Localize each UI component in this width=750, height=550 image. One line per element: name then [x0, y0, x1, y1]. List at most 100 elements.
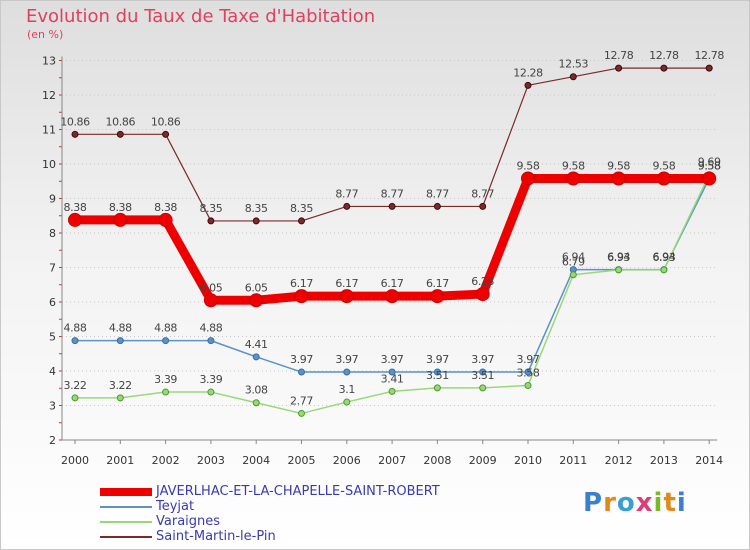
data-point-s1-2003 — [207, 337, 215, 345]
legend-label-javerlhac: JAVERLHAC-ET-LA-CHAPELLE-SAINT-ROBERT — [156, 484, 440, 499]
data-label-s3-2014: 12.78 — [694, 49, 724, 62]
data-point-s0-2010 — [521, 171, 535, 186]
data-label-s1-2006: 3.97 — [335, 353, 358, 366]
data-label-s0-2002: 8.38 — [154, 201, 177, 214]
data-point-s3-2008 — [433, 202, 441, 210]
data-label-s1-2000: 4.88 — [64, 322, 87, 335]
data-label-s2-2014: 9.69 — [698, 156, 721, 169]
legend-item-teyjat: Teyjat — [100, 499, 440, 514]
logo-letter: x — [635, 488, 654, 518]
data-point-s2-2010 — [524, 381, 532, 389]
data-label-s1-2009: 3.97 — [471, 353, 494, 366]
legend-item-javerlhac: JAVERLHAC-ET-LA-CHAPELLE-SAINT-ROBERT — [100, 484, 440, 499]
data-point-s0-2011 — [566, 171, 581, 186]
x-tick-label-2007: 2007 — [378, 454, 406, 467]
data-label-s1-2008: 3.97 — [426, 353, 449, 366]
data-label-s0-2005: 6.17 — [290, 277, 313, 290]
data-point-s0-2007 — [385, 289, 400, 304]
data-label-s2-2004: 3.08 — [245, 384, 268, 397]
data-label-s3-2010: 12.28 — [513, 66, 543, 79]
data-point-s0-2003 — [203, 293, 218, 308]
data-point-s1-2006 — [343, 368, 351, 376]
data-label-s0-2007: 6.17 — [381, 277, 404, 290]
legend-label-teyjat: Teyjat — [156, 499, 195, 514]
data-point-s2-2012 — [615, 266, 623, 274]
y-tick-label-11: 11 — [42, 124, 56, 137]
data-point-s0-2014 — [702, 171, 717, 186]
data-label-s3-2004: 8.35 — [245, 202, 268, 215]
x-tick-label-2008: 2008 — [423, 454, 451, 467]
data-point-s1-2005 — [298, 368, 305, 376]
data-label-s3-2002: 10.86 — [151, 115, 181, 128]
y-tick-label-10: 10 — [42, 158, 56, 171]
data-point-s3-2004 — [252, 217, 260, 225]
data-point-s3-2007 — [388, 202, 396, 210]
x-tick-label-2011: 2011 — [559, 454, 587, 467]
x-tick-label-2006: 2006 — [333, 454, 361, 467]
x-tick-label-2003: 2003 — [197, 454, 225, 467]
data-point-s3-2014 — [705, 64, 713, 72]
data-label-s3-2009: 8.77 — [471, 187, 494, 200]
data-point-s0-2004 — [249, 293, 264, 308]
data-label-s2-2006: 3.1 — [339, 383, 355, 396]
data-label-s0-2010: 9.58 — [517, 159, 540, 172]
data-point-s0-2006 — [339, 289, 354, 304]
legend-swatch-saint-martin — [100, 535, 152, 538]
data-point-s1-2009 — [479, 368, 487, 376]
data-point-s2-2011 — [569, 271, 577, 279]
data-label-s0-2008: 6.17 — [426, 277, 449, 290]
data-label-s0-2013: 9.58 — [652, 159, 675, 172]
data-label-s2-2003: 3.39 — [199, 373, 222, 386]
data-point-s3-2001 — [116, 130, 124, 138]
data-label-s1-2013: 6.94 — [652, 251, 675, 264]
legend-swatch-javerlhac — [100, 487, 152, 496]
data-label-s0-2006: 6.17 — [335, 277, 358, 290]
y-tick-label-4: 4 — [49, 365, 56, 378]
logo-letter: r — [603, 488, 617, 518]
data-label-s1-2007: 3.97 — [381, 353, 404, 366]
data-point-s2-2009 — [479, 384, 487, 392]
data-label-s3-2007: 8.77 — [381, 187, 404, 200]
x-tick-label-2000: 2000 — [61, 454, 89, 467]
data-point-s0-2009 — [475, 287, 490, 302]
data-label-s0-2003: 6.05 — [199, 281, 222, 294]
data-label-s0-2011: 9.58 — [562, 159, 585, 172]
data-label-s3-2006: 8.77 — [335, 187, 358, 200]
data-point-s1-2007 — [388, 368, 396, 376]
data-label-s0-2009: 6.23 — [471, 275, 494, 288]
data-point-s0-2000 — [68, 212, 82, 227]
data-label-s3-2013: 12.78 — [649, 49, 679, 62]
x-tick-label-2013: 2013 — [650, 454, 678, 467]
y-tick-label-5: 5 — [49, 331, 56, 344]
y-axis-unit: (en %) — [27, 28, 64, 41]
data-point-s2-2013 — [660, 266, 668, 274]
data-label-s1-2001: 4.88 — [109, 322, 132, 335]
data-label-s0-2012: 9.58 — [607, 159, 630, 172]
data-point-s3-2000 — [71, 130, 79, 138]
data-label-s3-2003: 8.35 — [199, 202, 222, 215]
y-tick-label-12: 12 — [42, 89, 56, 102]
data-label-s2-2011: 6.79 — [562, 256, 585, 269]
logo-letter: t — [663, 488, 677, 518]
data-label-s2-2000: 3.22 — [64, 379, 87, 392]
data-point-s1-2001 — [116, 337, 124, 345]
x-tick-label-2004: 2004 — [242, 454, 270, 467]
data-point-s3-2003 — [207, 217, 215, 225]
data-label-s2-2008: 3.51 — [426, 369, 449, 382]
data-label-s0-2004: 6.05 — [245, 281, 268, 294]
data-point-s1-2010 — [524, 368, 532, 376]
data-label-s0-2000: 8.38 — [64, 201, 87, 214]
data-point-s2-2008 — [433, 384, 441, 392]
legend-swatch-teyjat — [100, 505, 152, 508]
data-label-s2-2001: 3.22 — [109, 379, 132, 392]
data-label-s3-2011: 12.53 — [559, 58, 589, 71]
data-label-s1-2002: 4.88 — [154, 322, 177, 335]
legend-label-saint-martin: Saint-Martin-le-Pin — [156, 529, 276, 544]
data-label-s3-2000: 10.86 — [60, 115, 90, 128]
data-point-s3-2013 — [660, 64, 668, 72]
y-tick-label-13: 13 — [42, 55, 56, 68]
data-label-s1-2003: 4.88 — [199, 322, 222, 335]
x-tick-label-2009: 2009 — [469, 454, 497, 467]
